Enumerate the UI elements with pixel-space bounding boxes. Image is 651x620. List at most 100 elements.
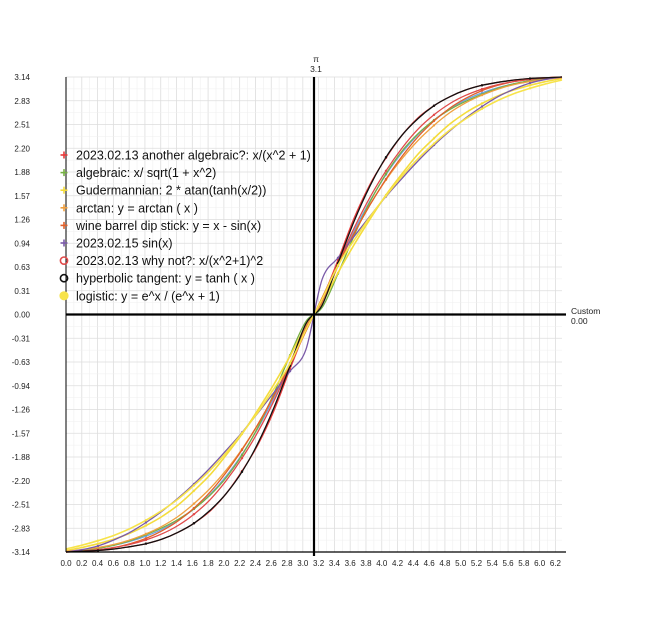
series-point [528, 77, 532, 80]
y-tick-label: 2.83 [14, 97, 30, 106]
legend-marker-blob [59, 291, 69, 301]
series-point [528, 87, 532, 90]
x-tick-label: 3.4 [329, 559, 341, 568]
x-tick-label: 1.6 [187, 559, 199, 568]
series-point [144, 532, 148, 536]
y-tick-label: 2.51 [14, 121, 30, 130]
y-axis-value: 3.1 [310, 64, 322, 74]
x-tick-label: 0.2 [76, 559, 88, 568]
y-tick-label: -1.88 [12, 453, 31, 462]
legend-entry-label: arctan: y = arctan ( x ) [76, 201, 198, 215]
x-tick-label: 0.6 [108, 559, 120, 568]
series-point [384, 169, 388, 172]
series-point [480, 105, 484, 108]
axes [65, 77, 566, 556]
x-tick-label: 5.8 [518, 559, 530, 568]
x-tick-label: 3.6 [345, 559, 357, 568]
series-point [336, 256, 340, 259]
series-point [288, 362, 292, 365]
y-tick-label: 1.57 [14, 192, 30, 201]
series-point [432, 104, 436, 107]
x-axis-title: Custom [571, 306, 600, 316]
y-tick-label: -0.63 [12, 358, 31, 367]
series-point [96, 542, 100, 545]
x-tick-label: 4.6 [424, 559, 436, 568]
x-tick-label: 3.8 [360, 559, 372, 568]
series-point [528, 84, 532, 87]
series-point [240, 448, 244, 452]
series-point [144, 524, 148, 527]
series-point [288, 370, 292, 373]
x-tick-label: 6.2 [550, 559, 562, 568]
series-point [480, 84, 484, 87]
x-tick-label: 4.8 [439, 559, 451, 568]
series-point [192, 502, 196, 505]
legend-entry-label: wine barrel dip stick: y = x - sin(x) [75, 219, 261, 233]
y-tick-label: -0.94 [12, 382, 31, 391]
y-tick-label: -1.57 [12, 429, 31, 438]
series-point [96, 549, 100, 552]
y-tick-label: 3.14 [14, 73, 30, 82]
series-point [432, 137, 436, 140]
x-tick-label: 1.2 [155, 559, 167, 568]
series-point [192, 484, 196, 487]
series-point [480, 102, 484, 105]
legend-entry-label: Gudermannian: 2 * atan(tanh(x/2)) [76, 184, 266, 198]
x-tick-label: 2.4 [250, 559, 262, 568]
tick-labels: 0.0 0.2 0.4 0.6 0.8 1.0 1.2 1.4 1.6 1.8 2.0 2.2 2.4 2… [12, 73, 562, 568]
y-tick-label: 0.63 [14, 263, 30, 272]
legend-entry-label: 2023.02.15 sin(x) [76, 237, 173, 251]
x-tick-label: 6.0 [534, 559, 546, 568]
series-point [480, 107, 484, 110]
x-tick-label: 4.4 [408, 559, 420, 568]
x-tick-label: 1.0 [139, 559, 151, 568]
y-tick-label: 1.26 [14, 216, 30, 225]
legend-entry-label: logistic: y = e^x / (e^x + 1) [76, 289, 220, 303]
y-tick-label: -2.20 [12, 477, 31, 486]
series-point [96, 539, 100, 542]
series-point [192, 512, 196, 516]
legend: 2023.02.13 another algebraic?: x/(x^2 + … [59, 149, 311, 303]
legend-entry-label: 2023.02.13 another algebraic?: x/(x^2 + … [76, 149, 311, 163]
y-tick-label: 0.94 [14, 239, 30, 248]
series-point [192, 489, 196, 492]
series-point [384, 172, 388, 176]
y-tick-label: -1.26 [12, 406, 31, 415]
x-tick-label: 4.0 [376, 559, 388, 568]
x-tick-label: 5.4 [487, 559, 499, 568]
series-point [240, 470, 244, 474]
legend-entry-label: hyperbolic tangent: y = tanh ( x ) [76, 272, 255, 286]
series-point [528, 81, 532, 85]
series-point [144, 538, 148, 542]
series-point [192, 522, 196, 525]
legend-entry-label: algebraic: x/ sqrt(1 + x^2) [76, 166, 216, 180]
series-point [144, 519, 148, 522]
series-point [192, 506, 196, 510]
legend-marker-circle [59, 256, 69, 265]
y-tick-label: -3.14 [12, 548, 31, 557]
x-tick-label: 5.6 [503, 559, 515, 568]
y-tick-label: 2.20 [14, 144, 30, 153]
x-tick-label: 1.8 [203, 559, 215, 568]
series-point [240, 457, 244, 460]
series-point [480, 87, 484, 91]
series-point [480, 93, 484, 97]
series-point [240, 453, 244, 457]
legend-marker-circle [59, 273, 69, 283]
y-tick-label: -0.31 [12, 334, 31, 343]
series-point [96, 544, 100, 548]
x-tick-label: 0.8 [124, 559, 136, 568]
series-point [240, 432, 244, 435]
series-point [288, 354, 292, 358]
y-tick-label: -2.83 [12, 524, 31, 533]
series-point [432, 113, 436, 117]
y-tick-label: 0.31 [14, 287, 30, 296]
series-point [432, 124, 436, 127]
x-tick-label: 2.0 [218, 559, 230, 568]
y-tick-label: 1.88 [14, 168, 30, 177]
series-point [336, 271, 340, 275]
series-point [384, 155, 388, 159]
x-tick-label: 3.0 [297, 559, 309, 568]
x-tick-label: 0.4 [92, 559, 104, 568]
